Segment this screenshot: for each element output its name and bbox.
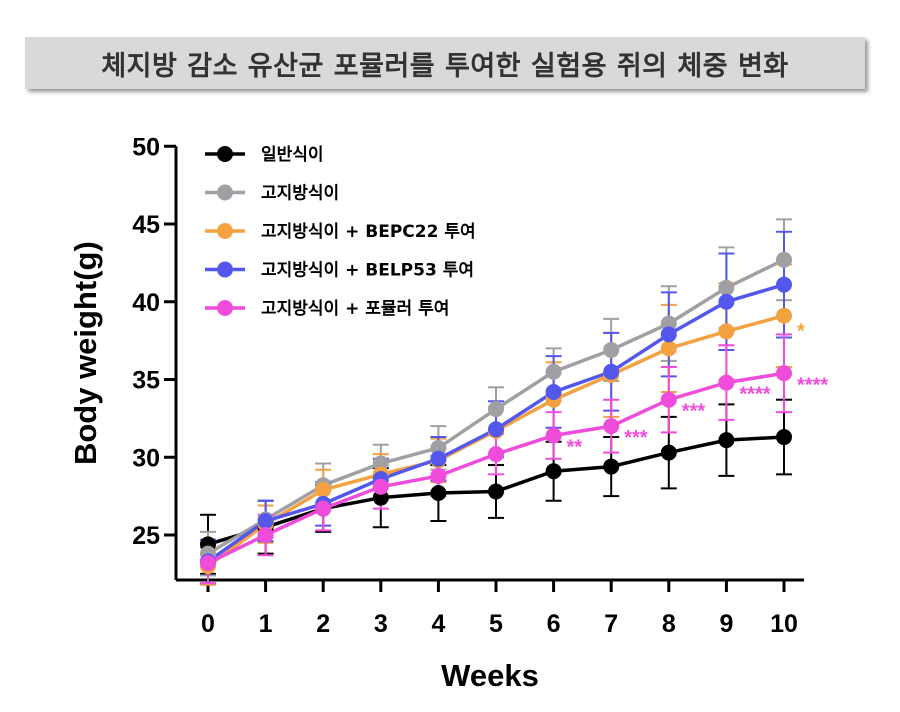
x-tick-label: 9 <box>719 610 733 638</box>
data-point <box>776 251 792 268</box>
data-point <box>315 481 332 498</box>
data-point <box>200 554 216 571</box>
data-point <box>660 340 677 357</box>
data-point <box>718 279 735 296</box>
data-point <box>488 446 504 463</box>
legend-marker <box>217 261 233 278</box>
data-point <box>603 363 620 380</box>
data-point <box>488 401 504 418</box>
data-point <box>488 483 504 500</box>
x-tick-label: 3 <box>374 610 388 638</box>
chart-title: 체지방 감소 유산균 포뮬러를 투여한 실험용 쥐의 체중 변화 <box>101 50 789 82</box>
x-tick-label: 7 <box>604 610 618 638</box>
x-tick-label: 0 <box>201 610 215 638</box>
data-point <box>776 307 792 324</box>
data-point <box>372 478 389 495</box>
data-point <box>603 418 620 435</box>
significance-marker: **** <box>797 374 828 396</box>
data-point <box>660 391 677 408</box>
data-point <box>430 467 447 484</box>
data-point <box>315 500 332 517</box>
y-tick-label: 50 <box>132 133 160 161</box>
y-tick-label: 35 <box>132 367 160 395</box>
y-tick-label: 45 <box>132 211 160 239</box>
data-point <box>545 383 562 400</box>
data-point <box>660 326 677 343</box>
data-point <box>718 374 735 391</box>
x-tick-label: 1 <box>259 610 273 638</box>
y-tick-label: 40 <box>132 289 160 317</box>
significance-marker: *** <box>624 427 648 449</box>
data-point <box>430 485 447 502</box>
legend-label: 고지방식이 <box>261 184 339 204</box>
data-point <box>660 444 677 461</box>
legend-marker <box>217 184 233 201</box>
legend-marker <box>217 300 233 316</box>
y-tick-label: 25 <box>132 522 160 550</box>
data-point <box>430 450 447 467</box>
data-point <box>776 276 792 293</box>
data-point <box>776 429 792 446</box>
significance-marker: **** <box>739 384 770 406</box>
data-point <box>545 427 562 444</box>
legend-marker <box>217 146 233 162</box>
data-point <box>488 421 504 438</box>
data-point <box>545 463 562 480</box>
x-tick-label: 4 <box>431 610 445 638</box>
data-point <box>603 458 620 475</box>
data-point <box>545 363 562 380</box>
y-axis-label: Body weight(g) <box>68 241 103 465</box>
data-point <box>603 341 620 358</box>
x-tick-label: 8 <box>662 610 676 638</box>
data-point <box>718 323 735 340</box>
chart-title-box: 체지방 감소 유산균 포뮬러를 투여한 실험용 쥐의 체중 변화 <box>25 37 865 89</box>
legend-label: 고지방식이 + BELP53 투여 <box>261 261 474 281</box>
legend-label: 일반식이 <box>261 145 324 165</box>
legend-marker <box>217 223 233 239</box>
x-tick-label: 10 <box>770 610 798 638</box>
y-tick-label: 30 <box>132 444 160 472</box>
significance-marker: ** <box>567 436 583 458</box>
significance-marker: *** <box>682 401 706 423</box>
legend-label: 고지방식이 + BEPC22 투여 <box>261 222 476 242</box>
data-point <box>257 527 274 543</box>
data-point <box>776 365 792 382</box>
data-point <box>718 293 735 310</box>
data-point <box>257 513 274 530</box>
significance-marker: * <box>797 321 805 343</box>
data-point <box>718 432 735 449</box>
legend-label: 고지방식이 + 포뮬러 투여 <box>261 299 449 319</box>
x-tick-label: 5 <box>489 610 503 638</box>
x-tick-label: 6 <box>547 610 561 638</box>
x-tick-label: 2 <box>316 610 330 638</box>
x-axis-label: Weeks <box>441 658 539 693</box>
